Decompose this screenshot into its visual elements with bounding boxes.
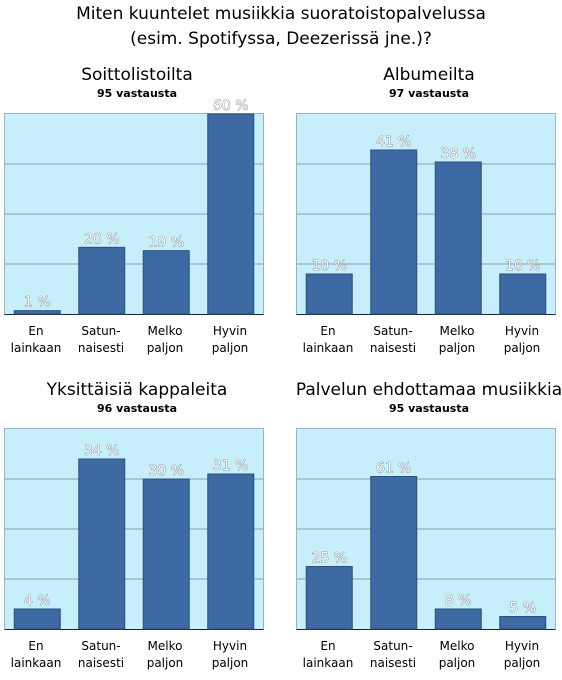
bar [434, 608, 482, 630]
bar [142, 250, 190, 315]
chart-subtitle: 95 vastausta [96, 87, 178, 100]
bar [370, 149, 418, 315]
chart-panel-yksittaisia-kappaleita: Yksittäisiä kappaleita 96 vastausta 4 % 3… [2, 380, 272, 680]
bar [207, 113, 255, 315]
category-label: Satun-naisesti [77, 639, 125, 670]
bar-value-label: 4 % [24, 593, 51, 609]
category-label: En lainkaan [302, 639, 354, 670]
bar [370, 476, 418, 630]
bar [305, 273, 353, 315]
category-label: Satun-naisesti [369, 639, 417, 670]
chart-subtitle: 97 vastausta [388, 87, 470, 100]
category-label: Melko paljon [438, 324, 476, 355]
bar [78, 458, 126, 630]
page-title-line2: (esim. Spotifyssa, Deezerissä jne.)? [130, 29, 432, 49]
category-label: Melko paljon [146, 639, 184, 670]
bar-value-label: 41 % [376, 134, 412, 150]
bar-value-label: 61 % [376, 461, 412, 477]
bar-value-label: 19 % [148, 235, 184, 251]
bar-value-label: 10 % [311, 258, 347, 274]
bar [78, 246, 126, 315]
chart-title: Albumeilta [383, 65, 475, 85]
category-label: Melko paljon [146, 324, 184, 355]
bar-chart: 1 % 20 % 19 % 60 % [5, 98, 263, 315]
chart-title: Yksittäisiä kappaleita [46, 380, 228, 400]
category-label: Hyvin paljon [211, 639, 249, 670]
category-label: En lainkaan [10, 324, 62, 355]
bar-value-label: 5 % [509, 601, 536, 617]
bar [434, 161, 482, 315]
bar-chart: 10 % 41 % 38 % 10 % [297, 134, 555, 315]
category-label: Hyvin paljon [503, 639, 541, 670]
category-label: Hyvin paljon [211, 324, 249, 355]
bar-value-label: 10 % [505, 258, 541, 274]
chart-subtitle: 96 vastausta [96, 402, 178, 415]
bar-value-label: 8 % [445, 593, 472, 609]
bar-value-label: 30 % [148, 463, 184, 479]
chart-panel-palvelun-ehdottamaa: Palvelun ehdottamaa musiikkia 95 vastaus… [294, 380, 562, 680]
bar-value-label: 38 % [440, 146, 476, 162]
bar [207, 473, 255, 630]
bar-chart: 4 % 34 % 30 % 31 % [5, 443, 263, 630]
bar-value-label: 34 % [84, 443, 120, 459]
chart-panel-albumeilta: Albumeilta 97 vastausta 10 % 41 % 38 % 10 %… [294, 65, 562, 365]
page-title: Miten kuuntelet musiikkia suoratoistopal… [0, 2, 562, 52]
category-label: Satun-naisesti [369, 324, 417, 355]
bar [13, 608, 61, 630]
bar [499, 616, 547, 630]
chart-subtitle: 95 vastausta [388, 402, 470, 415]
chart-title: Soittolistoilta [81, 65, 193, 85]
category-label: En lainkaan [10, 639, 62, 670]
bar-chart: 25 % 61 % 8 % 5 % [297, 460, 555, 630]
category-label: Hyvin paljon [503, 324, 541, 355]
bar [499, 273, 547, 315]
bar-value-label: 20 % [84, 231, 120, 247]
bar [142, 478, 190, 630]
bar-value-label: 60 % [213, 98, 249, 114]
bar-value-label: 1 % [24, 295, 51, 311]
category-label: En lainkaan [302, 324, 354, 355]
bar [305, 566, 353, 630]
category-label: Melko paljon [438, 639, 476, 670]
chart-panel-soittolistoilta: Soittolistoilta 95 vastausta 1 % 20 % 19 %… [2, 65, 272, 365]
bar-value-label: 31 % [213, 458, 249, 474]
category-label: Satun-naisesti [77, 324, 125, 355]
bar [13, 310, 61, 315]
chart-title: Palvelun ehdottamaa musiikkia [295, 380, 562, 400]
bar-value-label: 25 % [311, 551, 347, 567]
page-title-line1: Miten kuuntelet musiikkia suoratoistopal… [76, 4, 486, 24]
